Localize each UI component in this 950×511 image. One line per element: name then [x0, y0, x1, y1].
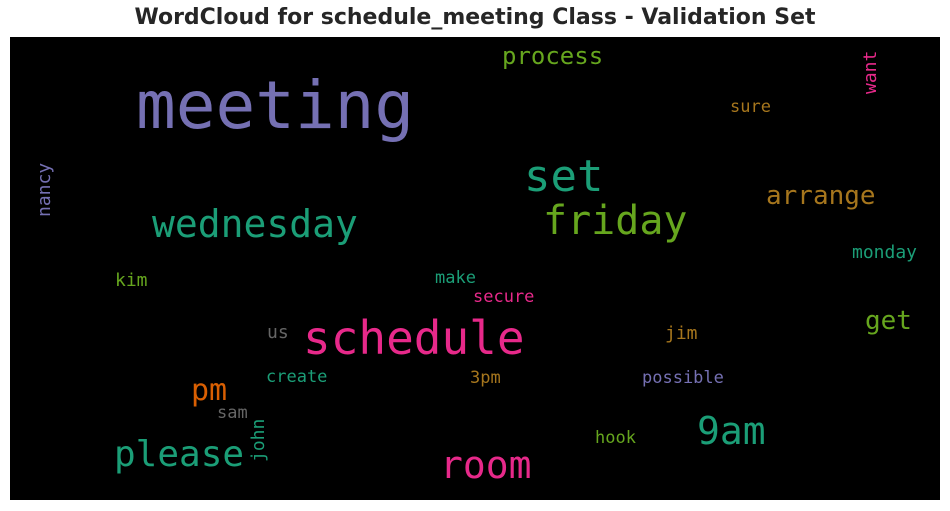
wordcloud-canvas: meeting process want sure set nancy arrange wed…	[10, 37, 940, 500]
word-john: john	[248, 418, 269, 463]
chart-title: WordCloud for schedule_meeting Class - V…	[134, 5, 816, 30]
word-monday: monday	[852, 242, 918, 263]
word-secure: secure	[473, 287, 535, 307]
word-kim: kim	[115, 270, 148, 291]
word-sam: sam	[217, 403, 248, 423]
word-3pm: 3pm	[470, 368, 501, 388]
word-hook: hook	[595, 428, 636, 448]
word-make: make	[435, 268, 476, 288]
word-nancy: nancy	[34, 162, 55, 217]
word-wednesday: wednesday	[152, 202, 358, 246]
word-get: get	[865, 306, 912, 336]
word-create: create	[266, 367, 328, 387]
word-room: room	[440, 443, 532, 487]
word-friday: friday	[543, 198, 688, 244]
word-arrange: arrange	[766, 181, 876, 211]
word-process: process	[502, 42, 604, 70]
word-schedule: schedule	[303, 311, 525, 365]
word-9am: 9am	[697, 409, 766, 453]
word-pm: pm	[191, 373, 228, 408]
word-please: please	[114, 434, 245, 475]
word-us: us	[267, 322, 289, 343]
word-possible: possible	[642, 368, 724, 388]
word-set: set	[524, 151, 604, 202]
word-meeting: meeting	[136, 67, 415, 144]
word-sure: sure	[730, 97, 771, 117]
word-want: want	[860, 50, 881, 95]
word-jim: jim	[665, 323, 698, 344]
